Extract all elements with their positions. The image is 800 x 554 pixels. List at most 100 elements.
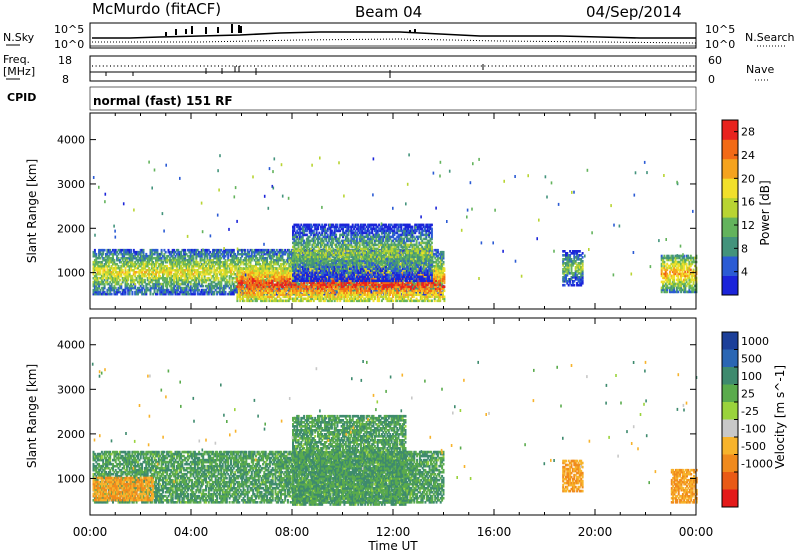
data-cell — [293, 299, 296, 303]
data-cell — [202, 278, 205, 282]
data-cell — [171, 286, 174, 290]
data-cell — [182, 290, 185, 294]
data-cell — [218, 264, 221, 268]
data-cell — [263, 272, 266, 276]
data-cell — [258, 271, 261, 275]
data-cell — [254, 295, 257, 299]
data-cell — [218, 288, 221, 292]
data-cell — [255, 287, 258, 291]
data-cell — [212, 254, 214, 258]
data-cell — [149, 280, 152, 284]
data-cell — [319, 283, 322, 287]
data-cell — [93, 288, 96, 292]
data-cell — [180, 260, 182, 264]
data-cell — [188, 260, 191, 264]
data-cell — [116, 272, 119, 276]
data-cell — [248, 287, 251, 291]
cpid-panel: CPID normal (fast) 151 RF — [7, 86, 697, 111]
data-cell — [321, 291, 324, 295]
data-cell — [128, 286, 131, 290]
data-cell — [317, 297, 319, 301]
data-cell — [212, 290, 214, 294]
data-cell — [312, 291, 315, 295]
data-cell — [195, 278, 198, 282]
data-cell — [156, 292, 159, 296]
data-cell — [216, 266, 219, 270]
data-cell — [218, 260, 221, 264]
data-cell — [283, 267, 286, 271]
data-cell — [188, 258, 191, 262]
data-cell — [181, 256, 184, 260]
data-cell — [106, 292, 109, 296]
data-cell — [127, 282, 130, 286]
data-cell — [210, 264, 213, 268]
data-cell — [305, 289, 308, 293]
data-cell — [258, 287, 261, 291]
data-cell — [266, 256, 269, 260]
data-cell — [206, 254, 209, 258]
data-cell — [150, 286, 153, 290]
data-cell — [240, 267, 243, 271]
data-cell — [264, 285, 267, 289]
data-cell — [124, 258, 127, 262]
data-cell — [195, 282, 198, 286]
data-cell — [251, 283, 254, 287]
data-cell — [167, 254, 170, 258]
data-cell — [442, 252, 445, 256]
data-cell — [141, 258, 144, 262]
data-cell — [130, 288, 132, 292]
data-cell — [262, 287, 265, 291]
data-cell — [209, 288, 212, 292]
data-cell — [202, 266, 205, 270]
data-cell — [359, 272, 362, 276]
data-cell — [121, 290, 124, 294]
data-cell — [182, 292, 185, 296]
data-cell — [265, 295, 268, 299]
data-cell — [303, 293, 306, 297]
data-cell — [240, 281, 243, 285]
data-cell — [173, 274, 176, 278]
data-cell — [230, 258, 232, 262]
data-cell — [282, 250, 285, 254]
data-cell — [134, 250, 137, 254]
data-cell — [207, 282, 210, 286]
data-cell — [103, 248, 106, 252]
data-cell — [244, 287, 247, 291]
data-cell — [202, 284, 205, 288]
data-cell — [269, 291, 272, 295]
data-cell — [184, 286, 187, 290]
data-cell — [188, 272, 191, 276]
data-cell — [251, 289, 254, 293]
data-cell — [191, 254, 194, 258]
data-cell — [247, 289, 250, 293]
data-cell — [248, 267, 251, 271]
data-cell — [224, 292, 227, 296]
data-cell — [218, 258, 221, 262]
data-cell — [134, 282, 137, 286]
data-cell — [240, 285, 243, 289]
data-cell — [166, 288, 169, 292]
data-cell — [274, 262, 277, 266]
data-cell — [300, 293, 303, 297]
data-cell — [185, 286, 188, 290]
data-cell — [260, 256, 263, 260]
data-cell — [132, 268, 135, 272]
data-cell — [214, 284, 217, 288]
data-cell — [209, 256, 212, 260]
data-cell — [149, 248, 152, 252]
data-cell — [278, 264, 281, 268]
data-cell — [180, 276, 182, 280]
data-cell — [191, 264, 194, 268]
data-cell — [200, 258, 203, 262]
data-cell — [242, 275, 244, 279]
data-cell — [260, 248, 263, 252]
data-cell — [282, 277, 285, 281]
data-cell — [128, 266, 131, 270]
data-cell — [279, 299, 282, 303]
data-cell — [138, 264, 141, 268]
data-cell — [92, 260, 95, 264]
data-cell — [113, 278, 116, 282]
data-cell — [213, 286, 216, 290]
data-cell — [210, 284, 213, 288]
data-cell — [300, 273, 303, 277]
